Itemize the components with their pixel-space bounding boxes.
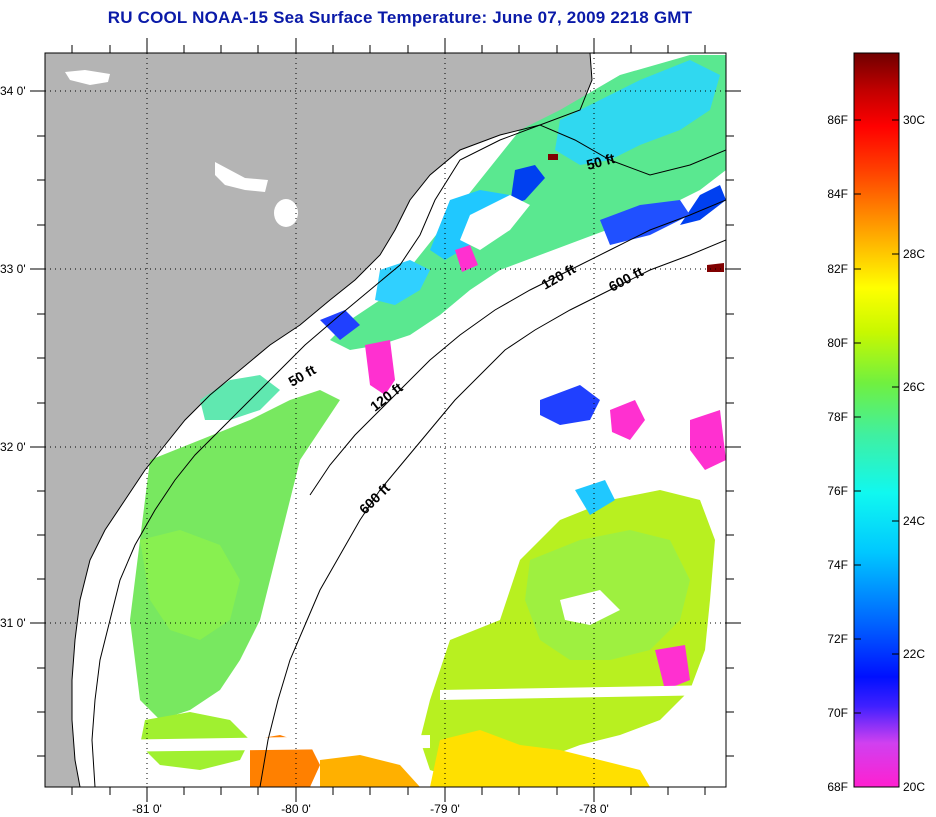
sst-data	[100, 55, 726, 787]
map-frame	[44, 52, 727, 788]
colorbar-label-20c: 20C	[903, 780, 925, 794]
map-area: 50 ft 120 ft 600 ft 50 ft 120 ft 600 ft	[45, 53, 726, 787]
colorbar-label-82f: 82F	[827, 262, 848, 276]
colorbar-ticks-c	[892, 119, 899, 655]
colorbar-label-76f: 76F	[827, 484, 848, 498]
colorbar-label-68f: 68F	[827, 780, 848, 794]
colorbar-label-84f: 84F	[827, 187, 848, 201]
colorbar-label-70f: 70F	[827, 706, 848, 720]
colorbar-ticks-f	[854, 119, 861, 714]
colorbar-label-78f: 78F	[827, 410, 848, 424]
lakes	[65, 70, 298, 227]
colorbar-label-22c: 22C	[903, 647, 925, 661]
lon-label-81: -81 0'	[132, 802, 162, 816]
lat-label-33: 33 0'	[0, 262, 26, 276]
axis-ticks	[30, 38, 741, 802]
isobath-600ft	[259, 239, 726, 787]
graticule	[45, 53, 726, 787]
colorbar-label-72f: 72F	[827, 632, 848, 646]
isobath-50ft	[91, 124, 726, 787]
colorbar-label-86f: 86F	[827, 113, 848, 127]
colorbar: 86F 84F 82F 80F 78F 76F 74F 72F 70F 68F …	[827, 52, 925, 794]
lon-label-79: -79 0'	[430, 802, 460, 816]
land-mass	[45, 53, 592, 787]
lat-label-34: 34 0'	[0, 84, 26, 98]
isobath-120ft	[309, 199, 726, 496]
colorbar-label-80f: 80F	[827, 336, 848, 350]
isobath-label-50ft-north: 50 ft	[585, 150, 617, 173]
lat-label-32: 32 0'	[0, 440, 26, 454]
colorbar-gradient	[854, 53, 899, 787]
lat-label-31: 31 0'	[0, 616, 26, 630]
colorbar-label-24c: 24C	[903, 514, 925, 528]
lon-label-78: -78 0'	[579, 802, 609, 816]
coastline	[71, 53, 593, 787]
lon-label-80: -80 0'	[281, 802, 311, 816]
colorbar-label-26c: 26C	[903, 380, 925, 394]
isobaths	[91, 124, 726, 787]
colorbar-label-74f: 74F	[827, 558, 848, 572]
colorbar-frame	[853, 52, 900, 788]
colorbar-label-28c: 28C	[903, 247, 925, 261]
colorbar-label-30c: 30C	[903, 113, 925, 127]
map-title: RU COOL NOAA-15 Sea Surface Temperature:…	[107, 8, 693, 27]
